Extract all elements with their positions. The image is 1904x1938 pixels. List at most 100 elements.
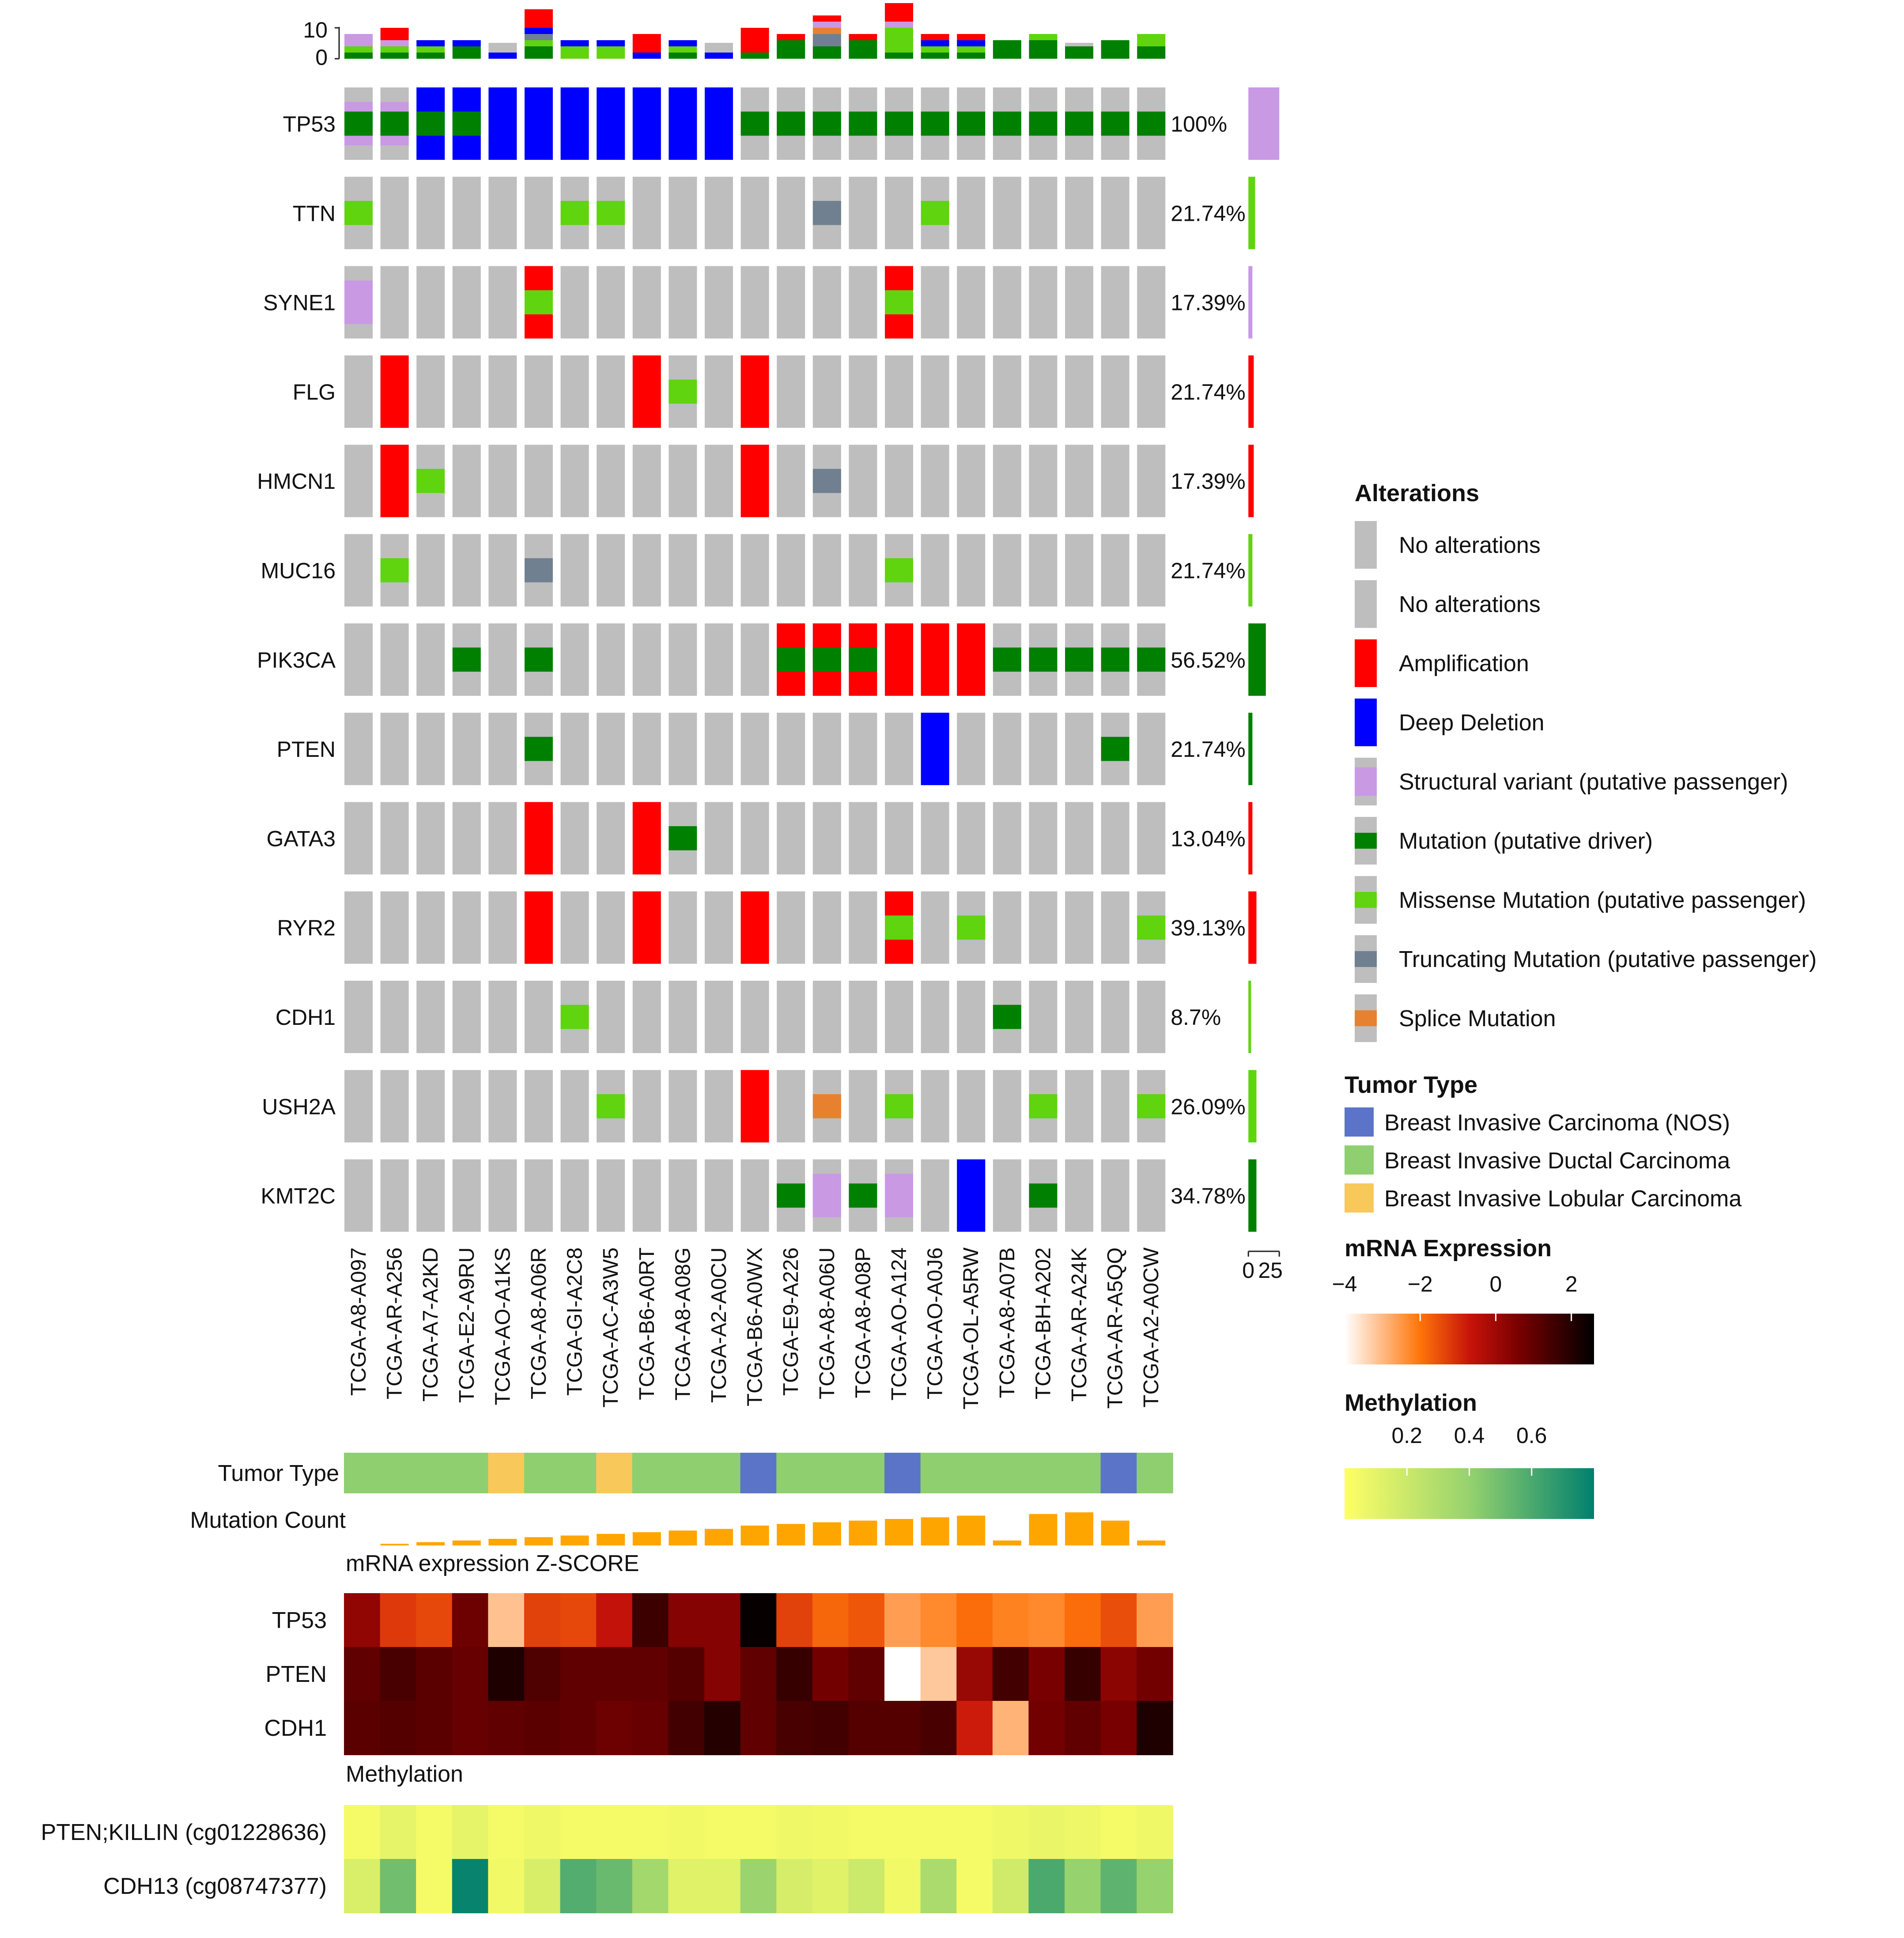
top-count-bar-segment — [1065, 43, 1093, 46]
oncoprint-cell — [1137, 177, 1166, 249]
oncoprint-cell — [597, 445, 625, 518]
mrna-heatmap-cell — [452, 1593, 489, 1647]
gene-percent: 21.74% — [1171, 737, 1246, 762]
amplification-mark — [740, 1070, 769, 1143]
mutation-mark — [993, 111, 1021, 136]
tumor-type-cell — [704, 1453, 741, 1493]
legend-alteration-swatch-mark — [1355, 951, 1377, 967]
top-count-bar-segment — [416, 40, 445, 46]
mutation-count-bar — [669, 1530, 697, 1545]
oncoprint-cell — [777, 534, 805, 607]
side-frequency-bar — [1248, 802, 1253, 875]
oncoprint-cell — [705, 713, 733, 786]
methylation-heatmap-cell — [1137, 1805, 1173, 1859]
methylation-heatmap-cell — [524, 1859, 561, 1913]
methylation-heatmap-cell — [452, 1805, 489, 1859]
methylation-heatmap-cell — [488, 1805, 525, 1859]
oncoprint-cell — [488, 177, 517, 249]
oncoprint-cell — [777, 355, 805, 428]
oncoprint-cell — [1137, 802, 1166, 875]
oncoprint-cell — [416, 802, 445, 875]
oncoprint-cell — [452, 713, 481, 786]
top-count-bar-segment — [416, 53, 445, 59]
mutation-mark — [1101, 111, 1130, 136]
methylation-heatmap-cell — [416, 1805, 453, 1859]
oncoprint-cell — [344, 1070, 373, 1143]
oncoprint-cell — [812, 802, 841, 875]
oncoprint-cell — [812, 355, 841, 428]
methylation-heatmap-cell — [344, 1805, 381, 1859]
sample-label: TCGA-BH-A202 — [1031, 1247, 1055, 1399]
side-frequency-bar — [1248, 355, 1254, 428]
mrna-heatmap-cell — [920, 1701, 957, 1755]
sample-label: TCGA-AO-A124 — [888, 1247, 911, 1401]
sample-label: TCGA-AR-A24K — [1068, 1247, 1091, 1402]
tumor-type-cell — [524, 1453, 561, 1493]
oncoprint-cell — [669, 1070, 697, 1143]
top-count-bar-segment — [632, 34, 661, 53]
mrna-row-label: TP53 — [272, 1608, 327, 1633]
oncoprint-cell — [488, 534, 517, 607]
oncoprint-cell — [560, 355, 589, 428]
methylation-heatmap-cell — [1065, 1859, 1101, 1913]
sample-label: TCGA-B6-A0WX — [744, 1247, 767, 1406]
oncoprint-cell — [560, 1159, 589, 1232]
mrna-heatmap-cell — [632, 1701, 669, 1755]
oncoprint-cell — [849, 534, 877, 607]
mutation-mark — [849, 647, 877, 672]
legend-mrna-tick-label: 0 — [1490, 1272, 1502, 1296]
oncoprint-cell — [1065, 802, 1093, 875]
mrna-heatmap-cell — [1137, 1647, 1173, 1701]
oncoprint-cell — [957, 445, 986, 518]
oncoprint-cell — [488, 1070, 517, 1143]
oncoprint-cell — [632, 445, 661, 518]
oncoprint-cell — [597, 713, 625, 786]
mrna-heatmap-cell — [632, 1647, 669, 1701]
oncoprint-cell — [1065, 981, 1093, 1053]
oncoprint-cell — [669, 177, 697, 249]
sample-label: TCGA-AR-A5QQ — [1104, 1247, 1127, 1409]
sample-label: TCGA-OL-A5RW — [960, 1247, 983, 1409]
methylation-heatmap-cell — [740, 1805, 777, 1859]
amplification-mark — [740, 891, 769, 964]
tumor-type-cell — [344, 1453, 381, 1493]
oncoprint-cell — [705, 802, 733, 875]
mutation-count-bar — [849, 1520, 877, 1545]
structural-variant-mark — [812, 1174, 841, 1217]
side-frequency-bar — [1248, 266, 1253, 339]
oncoprint-cell — [669, 445, 697, 518]
oncoprint-cell — [344, 891, 373, 964]
oncoprint-cell — [705, 1159, 733, 1232]
oncoprint-cell — [1137, 1159, 1166, 1232]
oncoprint-cell — [669, 1159, 697, 1232]
oncoprint-cell — [488, 445, 517, 518]
oncoprint-cell — [597, 623, 625, 696]
oncoprint-cell — [416, 891, 445, 964]
oncoprint-cell — [740, 981, 769, 1053]
mutation-mark — [1137, 111, 1166, 136]
legend-tumor-label: Breast Invasive Lobular Carcinoma — [1384, 1186, 1742, 1212]
oncoprint-cell — [705, 266, 733, 339]
gene-label-ttn: TTN — [293, 201, 336, 226]
top-count-bar-segment — [812, 28, 841, 34]
oncoprint-cell — [993, 713, 1021, 786]
top-count-bar-segment — [812, 46, 841, 59]
deep-deletion-mark — [957, 1159, 986, 1232]
oncoprint-cell — [452, 891, 481, 964]
mutation-mark — [1137, 647, 1166, 672]
mutation-count-bar — [812, 1522, 841, 1545]
mrna-heatmap-cell — [776, 1593, 813, 1647]
methylation-heatmap-cell — [704, 1805, 741, 1859]
mutation-mark — [344, 111, 373, 136]
oncoprint-cell — [849, 177, 877, 249]
mutation-count-bar — [597, 1534, 625, 1545]
sample-label: TCGA-AR-A256 — [383, 1247, 407, 1399]
methylation-heatmap-cell — [1028, 1805, 1065, 1859]
gene-percent: 26.09% — [1171, 1094, 1246, 1119]
methylation-heatmap-cell — [560, 1805, 597, 1859]
mutation-mark — [885, 1094, 913, 1118]
mutation-count-bar — [452, 1540, 481, 1545]
oncoprint-cell — [957, 1070, 986, 1143]
mrna-heatmap-cell — [596, 1593, 633, 1647]
tumor-type-cell — [1137, 1453, 1173, 1493]
